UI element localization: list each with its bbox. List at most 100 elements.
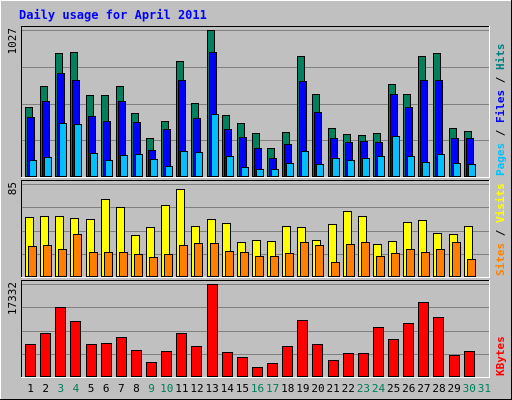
x-tick-label-day-6: 6 xyxy=(103,382,110,395)
legend-item: Sites xyxy=(494,243,507,276)
y-max-label: 1027 xyxy=(6,28,19,55)
x-tick-label-day-3: 3 xyxy=(58,382,65,395)
bar-kbytes-day-13 xyxy=(207,284,218,377)
x-tick-label-day-8: 8 xyxy=(133,382,140,395)
bar-kbytes-day-29 xyxy=(449,355,460,377)
bar-sites-day-30 xyxy=(467,259,476,277)
bar-sites-day-26 xyxy=(406,249,415,277)
bar-sites-day-2 xyxy=(43,245,52,277)
bar-kbytes-day-5 xyxy=(86,344,97,377)
bar-pages-day-11 xyxy=(180,151,188,177)
legend-item: Visits xyxy=(494,183,507,223)
panel-2: 85 Sites / Visits xyxy=(6,180,507,278)
bar-kbytes-day-24 xyxy=(373,327,384,377)
bar-sites-day-29 xyxy=(452,242,461,277)
bar-kbytes-day-14 xyxy=(222,352,233,377)
bar-pages-day-30 xyxy=(468,164,476,177)
bar-pages-day-1 xyxy=(29,160,37,177)
bar-pages-day-6 xyxy=(105,160,113,177)
bar-pages-day-8 xyxy=(135,154,143,177)
bar-pages-day-28 xyxy=(437,154,445,177)
bar-kbytes-day-8 xyxy=(131,350,142,377)
panel-legend: KBytes xyxy=(494,336,507,376)
bar-sites-day-16 xyxy=(255,256,264,277)
bar-pages-day-12 xyxy=(195,152,203,177)
bar-sites-day-28 xyxy=(436,249,445,277)
bar-kbytes-day-10 xyxy=(161,351,172,377)
bar-kbytes-day-30 xyxy=(464,351,475,377)
bar-kbytes-day-1 xyxy=(25,344,36,377)
bar-kbytes-day-21 xyxy=(328,360,339,377)
bar-kbytes-day-17 xyxy=(267,363,278,377)
bar-kbytes-day-11 xyxy=(176,333,187,377)
bar-kbytes-day-28 xyxy=(433,317,444,377)
x-tick-label-day-15: 15 xyxy=(236,382,249,395)
bar-sites-day-22 xyxy=(346,244,355,277)
legend-item: / xyxy=(494,123,507,143)
bar-pages-day-27 xyxy=(422,162,430,177)
x-tick-label-day-24: 24 xyxy=(372,382,386,395)
bar-sites-day-27 xyxy=(421,252,430,277)
bar-pages-day-22 xyxy=(347,160,355,177)
chart-title: Daily usage for April 2011 xyxy=(19,8,207,22)
bar-sites-day-19 xyxy=(300,242,309,277)
bar-sites-day-23 xyxy=(361,242,370,277)
bar-kbytes-day-2 xyxy=(40,333,51,377)
bar-pages-day-20 xyxy=(316,164,324,177)
panel-1: 1027 Pages / Files / Hits xyxy=(6,26,507,178)
x-tick-label-day-18: 18 xyxy=(281,382,294,395)
bar-kbytes-day-20 xyxy=(312,344,323,377)
bar-pages-day-15 xyxy=(241,167,249,177)
legend-item: Files xyxy=(494,90,507,123)
bar-sites-day-15 xyxy=(240,252,249,277)
bar-kbytes-day-23 xyxy=(358,353,369,377)
x-tick-label-day-25: 25 xyxy=(387,382,400,395)
panel-legend: Pages / Files / Hits xyxy=(494,44,507,177)
bar-kbytes-day-3 xyxy=(55,307,66,377)
x-tick-label-day-13: 13 xyxy=(205,382,218,395)
bar-pages-day-24 xyxy=(377,156,385,177)
bar-kbytes-day-6 xyxy=(101,343,112,377)
bar-pages-day-21 xyxy=(332,158,340,177)
legend-item: Pages xyxy=(494,143,507,176)
bar-kbytes-day-12 xyxy=(191,346,202,377)
bar-pages-day-10 xyxy=(165,166,173,177)
x-tick-label-day-2: 2 xyxy=(42,382,49,395)
bar-pages-day-9 xyxy=(150,159,158,177)
bar-pages-day-23 xyxy=(362,158,370,177)
bar-sites-day-7 xyxy=(119,252,128,277)
bar-pages-day-14 xyxy=(226,156,234,177)
bar-sites-day-5 xyxy=(89,252,98,277)
bar-kbytes-day-4 xyxy=(70,321,81,377)
x-tick-label-day-28: 28 xyxy=(432,382,445,395)
bar-sites-day-11 xyxy=(179,245,188,277)
bar-pages-day-5 xyxy=(90,153,98,177)
panel-legend: Sites / Visits xyxy=(494,183,507,276)
x-tick-label-day-17: 17 xyxy=(266,382,279,395)
bar-pages-day-18 xyxy=(286,163,294,177)
bar-sites-day-14 xyxy=(225,251,234,277)
x-tick-label-day-23: 23 xyxy=(357,382,370,395)
panel-3: 17332 KBytes xyxy=(6,280,507,378)
bar-sites-day-24 xyxy=(376,256,385,277)
bar-pages-day-19 xyxy=(301,151,309,177)
x-tick-label-day-30: 30 xyxy=(463,382,476,395)
bar-sites-day-3 xyxy=(58,249,67,277)
legend-item: / xyxy=(494,70,507,90)
bar-kbytes-day-26 xyxy=(403,323,414,377)
bar-kbytes-day-7 xyxy=(116,337,127,377)
y-max-label: 85 xyxy=(6,182,19,195)
bar-pages-day-17 xyxy=(271,169,279,177)
bar-sites-day-12 xyxy=(194,243,203,277)
x-tick-label-day-27: 27 xyxy=(417,382,430,395)
y-max-label: 17332 xyxy=(6,282,19,315)
bar-kbytes-day-25 xyxy=(388,339,399,377)
bar-kbytes-day-22 xyxy=(343,353,354,377)
x-tick-label-day-4: 4 xyxy=(73,382,80,395)
bar-kbytes-day-9 xyxy=(146,362,157,377)
bar-kbytes-day-18 xyxy=(282,346,293,377)
bar-kbytes-day-27 xyxy=(418,302,429,377)
bar-kbytes-day-15 xyxy=(237,357,248,377)
x-tick-label-day-31: 31 xyxy=(478,382,491,395)
